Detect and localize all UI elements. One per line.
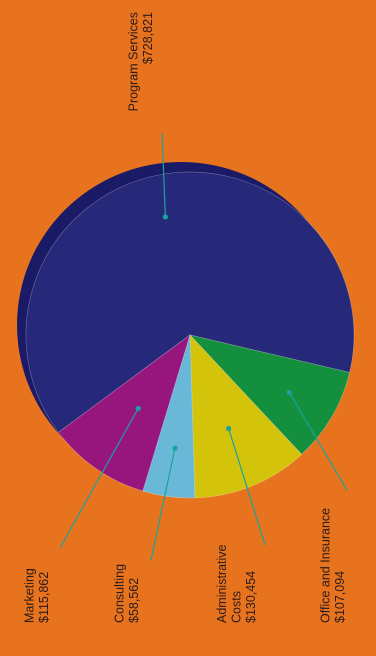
- leader-line: [161, 132, 166, 217]
- slice-category-label: Program Services: [127, 12, 141, 111]
- pie-slice: [58, 334, 191, 492]
- leader-dot: [226, 425, 232, 432]
- slice-value-label: $130,454: [244, 571, 258, 623]
- leader-dot: [162, 214, 168, 220]
- leader-line: [150, 447, 176, 561]
- leader-line: [228, 428, 266, 546]
- slice-value-label: $58,562: [127, 578, 141, 623]
- leader-line: [288, 392, 348, 491]
- pie-slices: [25, 171, 355, 499]
- slice-category-label: Consulting: [113, 564, 127, 623]
- slice-category-label: Costs: [230, 591, 244, 623]
- slice-labels: Program Services $728,821 Office and Insur…: [23, 12, 348, 623]
- pie-slice: [189, 334, 350, 455]
- slice-category-label: Office and Insurance: [319, 508, 333, 623]
- slice-value-label: $115,862: [37, 572, 51, 623]
- slice-category-label: Marketing: [23, 568, 37, 623]
- slice-category-label: Administrative: [215, 544, 229, 623]
- pie-slice: [25, 171, 355, 433]
- leader-lines: [59, 132, 348, 561]
- leader-dot: [135, 405, 141, 412]
- pie-slice: [189, 334, 303, 499]
- slice-value-label: $107,094: [333, 571, 347, 623]
- leader-dot: [286, 389, 292, 395]
- leader-line: [59, 408, 139, 549]
- pie-slice: [142, 334, 196, 499]
- slice-value-label: $728,821: [141, 12, 155, 64]
- leader-dot: [172, 445, 178, 451]
